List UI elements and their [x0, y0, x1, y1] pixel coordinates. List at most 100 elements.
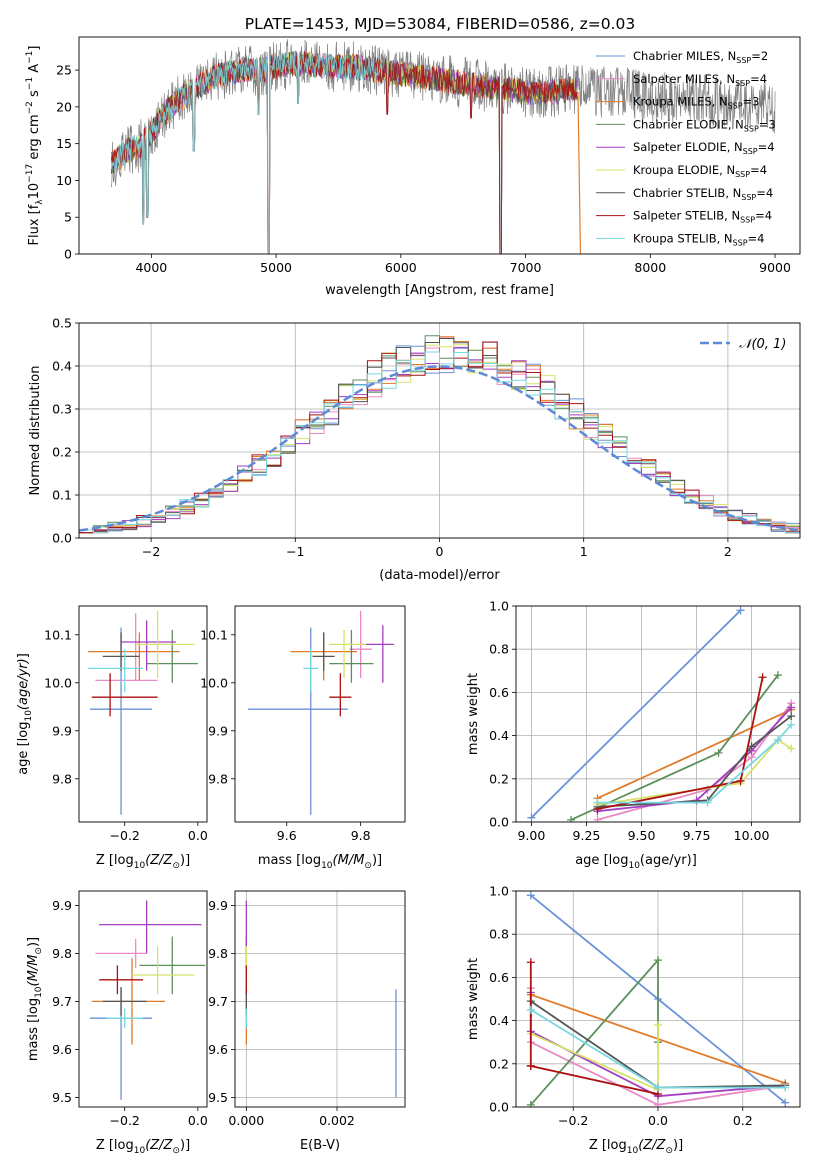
y-tick-label: 9.9: [52, 723, 72, 738]
y-tick-label: 0.0: [489, 1100, 509, 1115]
legend-entry: Kroupa STELIB, NSSP=4: [633, 231, 764, 247]
errorbars: [245, 900, 397, 1098]
x-tick-label: −2: [142, 544, 160, 559]
y-tick-label: 0.2: [489, 1056, 509, 1071]
legend-entry: Kroupa MILES, NSSP=3: [633, 95, 759, 111]
y-tick-label: 0.4: [52, 359, 72, 374]
weight-line: [597, 708, 792, 800]
y-tick-label: 9.6: [208, 1042, 228, 1057]
weight-marker: [736, 776, 745, 785]
axes-frame: [515, 890, 801, 1108]
panel-age-mass: 9.6 9.8 9.8 9.9 10.0 10.1 mass [log10(M/M⊙)]: [200, 605, 406, 871]
weight-marker: [567, 815, 576, 822]
errorbars: [89, 900, 206, 1100]
legend-entry: Salpeter STELIB, NSSP=4: [633, 209, 772, 225]
histogram-series: [79, 341, 800, 534]
weight-marker: [654, 1083, 662, 1092]
errorbar-point: [135, 610, 195, 678]
weight-marker: [526, 1061, 535, 1070]
errorbar-point: [91, 673, 158, 717]
x-tick-label: 4000: [135, 260, 167, 275]
y-tick-label: 9.9: [208, 723, 228, 738]
x-axis-label: (data-model)/error: [379, 568, 500, 583]
y-tick-label: 1.0: [489, 884, 509, 899]
y-tick-label: 9.8: [52, 946, 72, 961]
y-tick-label: 0.0: [489, 815, 509, 830]
weight-marker: [736, 606, 745, 615]
plot-area: [79, 606, 207, 822]
x-tick-label: 8000: [634, 260, 666, 275]
y-tick-label: 10.0: [200, 675, 228, 690]
weight-marker: [781, 1083, 790, 1092]
y-tick-label: 0.6: [489, 685, 509, 700]
model-spectrum: [111, 51, 579, 254]
legend-entry: Chabrier MILES, NSSP=2: [633, 49, 768, 65]
legend-entry: Chabrier ELODIE, NSSP=3: [633, 117, 776, 133]
legend-entry: 𝒩(0, 1): [739, 337, 786, 352]
figure-title: PLATE=1453, MJD=53084, FIBERID=0586, z=0…: [245, 15, 635, 33]
x-tick-label: 9.75: [683, 828, 711, 843]
x-axis-label: age [log10(age/yr)]: [575, 853, 697, 871]
axes-frame: [515, 605, 801, 823]
errorbar-point: [99, 965, 143, 995]
axes-frame: [78, 36, 801, 255]
y-axis-label: age [log10(age/yr)]: [16, 653, 34, 775]
y-tick-label: 0.5: [52, 316, 72, 331]
errorbar-point: [312, 632, 335, 671]
errorbar-point: [303, 649, 319, 693]
weight-line: [597, 738, 792, 806]
plot-area: [235, 891, 405, 1107]
x-axis-label: Z [log10(Z/Z⊙)]: [96, 853, 190, 871]
x-tick-label: 0.0: [648, 1113, 668, 1128]
x-tick-label: 5000: [260, 260, 292, 275]
y-tick-label: 9.6: [52, 1042, 72, 1057]
y-tick-label: 10: [56, 173, 72, 188]
x-tick-label: 9.50: [628, 828, 656, 843]
errorbar-point: [106, 1008, 143, 1028]
y-tick-label: 9.5: [208, 1090, 228, 1105]
errorbar-point: [146, 630, 198, 683]
x-tick-label: 0.000: [228, 1113, 264, 1128]
x-tick-label: −0.2: [110, 828, 140, 843]
errorbar-point: [88, 649, 143, 693]
axes-frame: [78, 890, 208, 1108]
weight-series: [527, 606, 745, 822]
legend-entry: Chabrier STELIB, NSSP=4: [633, 186, 773, 202]
weight-lines: [526, 891, 790, 1107]
legend: Chabrier MILES, NSSP=2 Salpeter MILES, NS…: [596, 49, 776, 247]
plot-area: [79, 891, 207, 1107]
errorbar-point: [102, 987, 147, 1016]
y-axis-label: Normed distribution: [28, 366, 43, 496]
x-tick-label: 7000: [510, 260, 542, 275]
x-tick-label: 9.6: [277, 828, 297, 843]
weight-line: [597, 724, 792, 804]
y-tick-label: 0.8: [489, 927, 509, 942]
weight-marker: [654, 1100, 662, 1107]
y-tick-label: 9.5: [52, 1090, 72, 1105]
weight-marker: [526, 891, 535, 900]
weight-series: [593, 673, 767, 814]
weight-marker: [526, 1005, 535, 1014]
y-axis-label: mass weight: [466, 673, 481, 755]
x-axis-label: E(B-V): [300, 1138, 340, 1153]
y-tick-label: 10.0: [44, 675, 72, 690]
weight-marker: [654, 1020, 662, 1029]
weight-marker: [593, 815, 602, 822]
errorbar-point: [99, 900, 202, 954]
weight-marker: [773, 671, 782, 680]
y-tick-label: 0: [64, 247, 72, 262]
legend-entry: Salpeter ELODIE, NSSP=4: [633, 140, 775, 156]
y-axis-label: mass [log10(M/M⊙)]: [26, 937, 44, 1061]
x-tick-label: 9000: [759, 260, 791, 275]
y-tick-label: 25: [56, 63, 72, 78]
model-spectrum: [111, 50, 382, 254]
panel-mass-ebv: 0.000 0.002 9.5 9.6 9.7 9.8 9.9 E(B-V): [208, 890, 406, 1153]
y-tick-label: 0.3: [52, 402, 72, 417]
errorbars: [88, 610, 198, 815]
histogram-series: [79, 344, 800, 534]
panel-spectrum: 4000 5000 6000 7000 8000 9000 0 5 10 15 20 25 wavele…: [25, 36, 801, 298]
weight-marker: [703, 798, 712, 807]
histograms: [79, 335, 800, 534]
y-axis-label: Flux [fλ10−17 erg cm−2 s−1 A−1]: [25, 46, 45, 246]
y-tick-label: 15: [56, 136, 72, 151]
